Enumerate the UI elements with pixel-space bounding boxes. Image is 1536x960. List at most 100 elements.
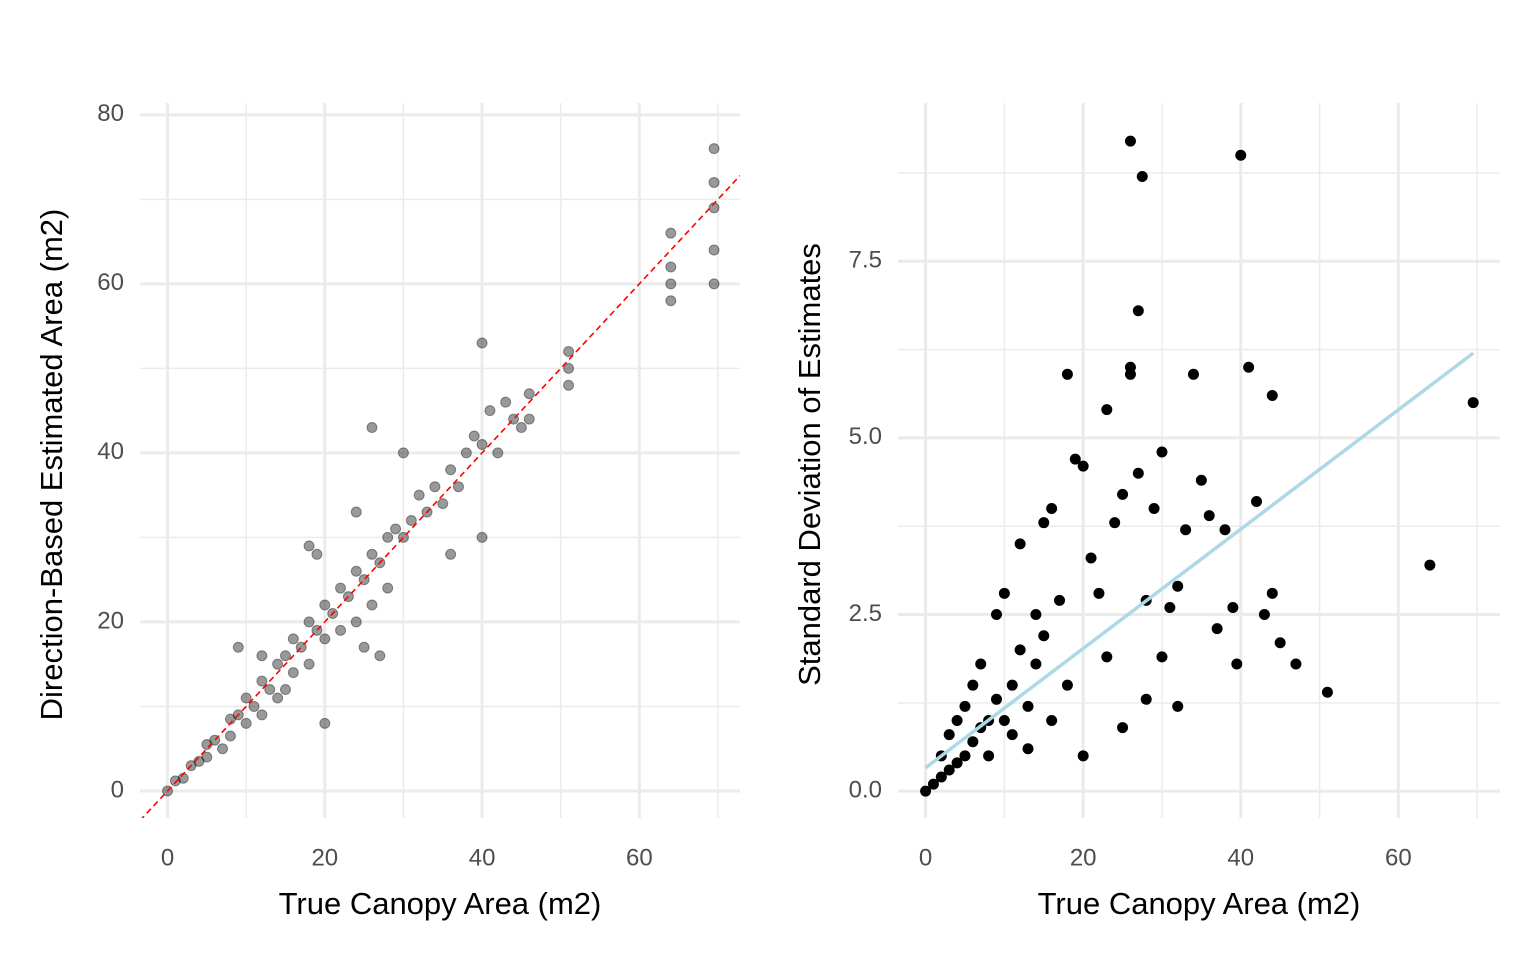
point bbox=[240, 692, 252, 704]
point bbox=[1006, 679, 1018, 691]
point bbox=[460, 447, 472, 459]
y-tick-label: 20 bbox=[97, 607, 124, 634]
point bbox=[445, 464, 457, 476]
point bbox=[476, 337, 488, 349]
x-axis-title: True Canopy Area (m2) bbox=[1038, 886, 1361, 921]
x-tick-label: 0 bbox=[161, 844, 174, 871]
y-tick-label: 0 bbox=[111, 776, 124, 803]
point bbox=[1038, 630, 1050, 642]
point bbox=[319, 717, 331, 729]
point bbox=[232, 641, 244, 653]
point bbox=[390, 523, 402, 535]
point bbox=[397, 447, 409, 459]
point bbox=[1235, 149, 1247, 161]
point bbox=[476, 531, 488, 543]
point bbox=[264, 684, 276, 696]
point bbox=[303, 616, 315, 628]
x-tick-label: 20 bbox=[1070, 844, 1097, 871]
point bbox=[959, 700, 971, 712]
point bbox=[1136, 170, 1148, 182]
y-axis-title: Standard Deviation of Estimates bbox=[792, 243, 827, 686]
point bbox=[1231, 658, 1243, 670]
point bbox=[366, 599, 378, 611]
x-tick-label: 40 bbox=[1227, 844, 1254, 871]
x-tick-label: 20 bbox=[311, 844, 338, 871]
point bbox=[1258, 609, 1270, 621]
point bbox=[1030, 609, 1042, 621]
point bbox=[1156, 446, 1168, 458]
y-tick-label: 80 bbox=[97, 100, 124, 127]
point bbox=[1038, 517, 1050, 529]
point bbox=[990, 609, 1002, 621]
x-tick-label: 0 bbox=[919, 844, 932, 871]
point bbox=[1251, 495, 1263, 507]
point bbox=[279, 684, 291, 696]
point bbox=[1243, 361, 1255, 373]
point bbox=[515, 422, 527, 434]
point bbox=[1101, 404, 1113, 416]
point bbox=[374, 650, 386, 662]
point bbox=[335, 624, 347, 636]
point bbox=[1424, 559, 1436, 571]
point bbox=[1054, 594, 1066, 606]
point bbox=[319, 633, 331, 645]
point bbox=[452, 481, 464, 493]
x-axis-title: True Canopy Area (m2) bbox=[279, 886, 602, 921]
point bbox=[405, 515, 417, 527]
fit-line bbox=[924, 351, 1475, 770]
y-tick-label: 40 bbox=[97, 438, 124, 465]
point bbox=[1109, 517, 1121, 529]
x-tick-label: 40 bbox=[469, 844, 496, 871]
point bbox=[303, 540, 315, 552]
point bbox=[1069, 453, 1081, 465]
point bbox=[256, 709, 268, 721]
point bbox=[959, 750, 971, 762]
point bbox=[563, 345, 575, 357]
point bbox=[350, 616, 362, 628]
y-tick-label: 7.5 bbox=[849, 247, 882, 274]
point bbox=[1164, 601, 1176, 613]
point bbox=[1124, 368, 1136, 380]
point bbox=[1022, 743, 1034, 755]
point bbox=[523, 413, 535, 425]
point bbox=[1290, 658, 1302, 670]
point bbox=[484, 405, 496, 417]
point bbox=[920, 785, 932, 797]
point bbox=[1077, 750, 1089, 762]
y-tick-label: 60 bbox=[97, 269, 124, 296]
point bbox=[665, 295, 677, 307]
point bbox=[1266, 587, 1278, 599]
point bbox=[350, 506, 362, 518]
point bbox=[665, 261, 677, 273]
point bbox=[1061, 368, 1073, 380]
point bbox=[1211, 623, 1223, 635]
point bbox=[1093, 587, 1105, 599]
point bbox=[1022, 700, 1034, 712]
point bbox=[311, 548, 323, 560]
point bbox=[1117, 722, 1129, 734]
point bbox=[382, 531, 394, 543]
point bbox=[708, 278, 720, 290]
point bbox=[1046, 503, 1058, 515]
point bbox=[224, 730, 236, 742]
point bbox=[951, 715, 963, 726]
point bbox=[319, 599, 331, 611]
point bbox=[1085, 552, 1097, 564]
point bbox=[665, 227, 677, 239]
point bbox=[708, 176, 720, 188]
point bbox=[476, 438, 488, 450]
y-tick-label: 2.5 bbox=[849, 600, 882, 627]
point bbox=[1117, 488, 1129, 500]
point bbox=[1132, 305, 1144, 317]
point bbox=[248, 700, 260, 712]
point bbox=[1006, 729, 1018, 741]
x-tick-label: 60 bbox=[1385, 844, 1412, 871]
point bbox=[492, 447, 504, 459]
point bbox=[1132, 467, 1144, 479]
point bbox=[445, 548, 457, 560]
point bbox=[563, 362, 575, 374]
reference-line bbox=[141, 175, 740, 818]
y-tick-label: 0.0 bbox=[849, 776, 882, 803]
point bbox=[1077, 460, 1089, 472]
point bbox=[1187, 368, 1199, 380]
